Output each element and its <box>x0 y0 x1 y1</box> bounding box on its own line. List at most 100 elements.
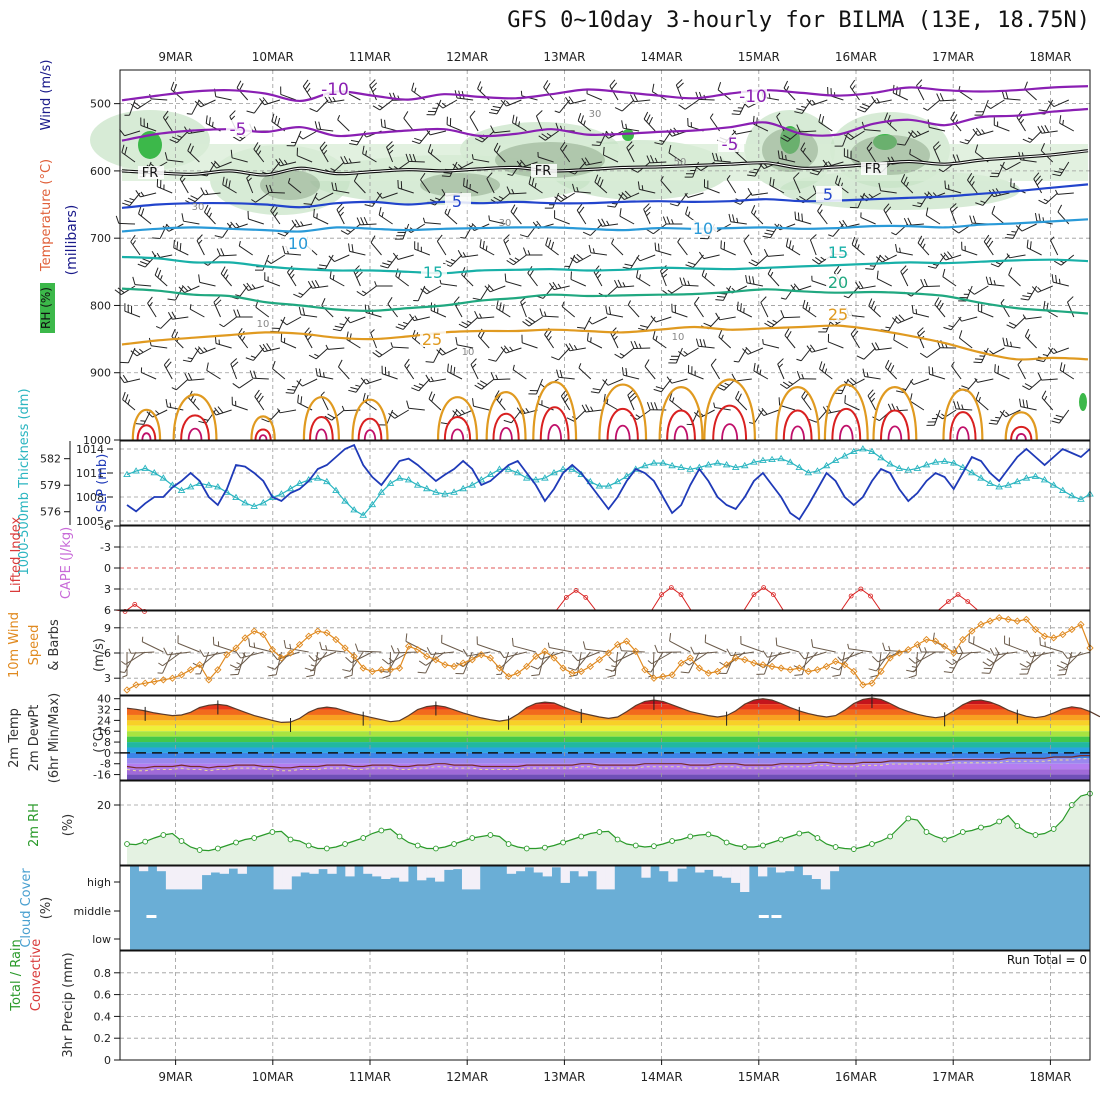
wind-barb <box>565 343 586 352</box>
rh-point <box>687 833 694 840</box>
wind-barb <box>569 651 582 678</box>
barb-flag <box>899 247 901 253</box>
wind-barb <box>249 370 269 380</box>
barb-staff <box>494 130 511 134</box>
barb-flag <box>163 647 168 656</box>
isotherm-40 <box>315 428 328 441</box>
barb-flag <box>614 107 623 112</box>
barb-staff <box>688 651 709 666</box>
barb-flag <box>287 177 291 183</box>
wind-speed-point <box>1004 615 1012 624</box>
barb-staff <box>160 316 173 329</box>
barb-staff <box>1004 643 1027 653</box>
barb-flag <box>486 172 493 179</box>
barb-flag <box>989 350 994 355</box>
barb-flag <box>932 263 938 266</box>
wind-barb <box>758 407 780 417</box>
wind-barb <box>878 182 897 194</box>
barb-flag <box>223 269 228 277</box>
cape-point <box>678 592 684 597</box>
barb-flag <box>687 211 691 217</box>
wind-barb <box>336 203 345 225</box>
wind-barb <box>860 212 876 225</box>
wind-barb <box>254 389 265 411</box>
thickness-point <box>977 474 985 481</box>
barb-flag <box>945 659 953 666</box>
barb-staff <box>513 254 527 266</box>
wind-speed-point <box>532 652 540 660</box>
barb-flag <box>503 419 512 424</box>
barb-flag <box>685 206 689 215</box>
barb-flag <box>605 668 614 672</box>
barb-flag <box>130 350 138 357</box>
thickness-point <box>804 468 813 476</box>
wind-barb <box>537 151 554 163</box>
barb-flag <box>753 168 759 171</box>
wind-barb <box>747 188 768 196</box>
wind-barb <box>958 330 973 349</box>
barb-staff <box>280 340 297 349</box>
barb-staff <box>599 130 608 146</box>
minmax-axis-label: (6hr Min/Max) <box>47 693 62 783</box>
wind-barb <box>404 358 415 380</box>
barb-flag <box>298 135 304 140</box>
barb-staff <box>118 222 136 225</box>
barb-flag <box>581 158 587 166</box>
barb-flag <box>205 189 209 195</box>
barb-flag <box>378 104 383 109</box>
wind-barb <box>603 393 619 411</box>
barb-staff <box>1052 281 1069 287</box>
barb-flag <box>171 136 180 141</box>
wind-barb <box>993 117 1010 132</box>
barb-staff <box>313 651 319 676</box>
barb-staff <box>800 149 812 163</box>
barb-staff <box>701 275 715 287</box>
wind-speed-point <box>822 662 831 671</box>
wind-barb <box>379 651 400 673</box>
barb-flag <box>328 255 335 262</box>
barb-staff <box>442 99 458 109</box>
wind-barb <box>597 218 619 227</box>
barb-staff <box>961 316 978 322</box>
thickness-point <box>468 481 477 488</box>
barb-staff <box>522 342 538 349</box>
barb-flag <box>187 285 192 291</box>
thickness-point <box>641 461 649 469</box>
barb-flag <box>155 325 161 329</box>
wind-barb <box>119 651 137 673</box>
cloud-layer-label: middle <box>73 905 111 918</box>
rh2m-frame <box>119 780 1091 866</box>
wind-barb <box>348 378 366 393</box>
barb-staff <box>783 87 796 101</box>
barb-flag <box>402 321 409 325</box>
wind-barb <box>959 130 978 145</box>
barb-flag <box>332 96 336 102</box>
barb-flag <box>793 283 800 291</box>
barb-staff <box>982 99 989 116</box>
barb-staff <box>763 409 780 417</box>
barb-flag <box>203 347 208 352</box>
barb-flag <box>275 159 281 167</box>
wind-barb <box>780 309 801 319</box>
barb-flag <box>811 169 820 173</box>
barb-flag <box>1001 90 1005 99</box>
barb-flag <box>933 141 940 148</box>
barb-staff <box>660 378 672 393</box>
barb-flag <box>718 329 723 338</box>
wind-barb <box>994 364 1010 380</box>
wind-barb <box>189 304 205 318</box>
barb-flag <box>788 240 792 249</box>
barb-flag <box>761 407 768 415</box>
barb-staff <box>966 378 978 392</box>
barb-staff <box>614 651 636 663</box>
thickness-point <box>877 453 885 461</box>
barb-flag <box>547 642 550 648</box>
thickness-point <box>786 458 794 465</box>
wind-barb <box>452 408 474 417</box>
barb-staff <box>442 347 458 356</box>
barb-flag <box>457 164 463 169</box>
barb-flag <box>133 101 141 108</box>
barb-staff <box>542 285 554 299</box>
wind-speed-point <box>205 676 213 684</box>
barb-staff <box>577 120 592 132</box>
